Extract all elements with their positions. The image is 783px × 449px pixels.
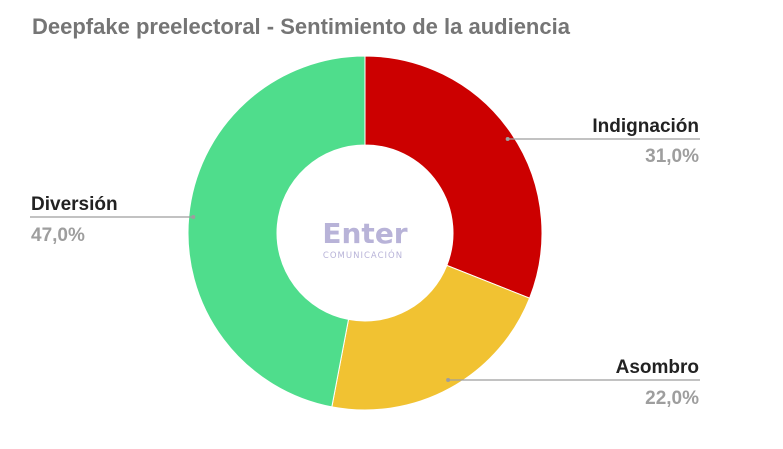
slice-diversión xyxy=(187,55,366,408)
labels-group: Indignación 31,0% Asombro 22,0% Diversión 47,… xyxy=(31,116,699,409)
slices-group xyxy=(187,55,543,411)
slice-asombro xyxy=(331,264,531,411)
leader-lines-group xyxy=(30,137,700,382)
watermark-sub-text: COMUNICACIÓN xyxy=(323,249,403,261)
watermark-logo: Enter COMUNICACIÓN xyxy=(322,217,407,261)
chart-title: Deepfake preelectoral - Sentimiento de l… xyxy=(32,14,570,39)
label-value: 31,0% xyxy=(645,146,699,167)
slice-indignación xyxy=(364,55,543,299)
label-value: 22,0% xyxy=(645,388,699,409)
watermark-main-text: Enter xyxy=(322,217,407,250)
label-name: Asombro xyxy=(616,357,699,378)
label-name: Indignación xyxy=(592,116,699,137)
label-name: Diversión xyxy=(31,194,118,215)
label-value: 47,0% xyxy=(31,225,85,246)
